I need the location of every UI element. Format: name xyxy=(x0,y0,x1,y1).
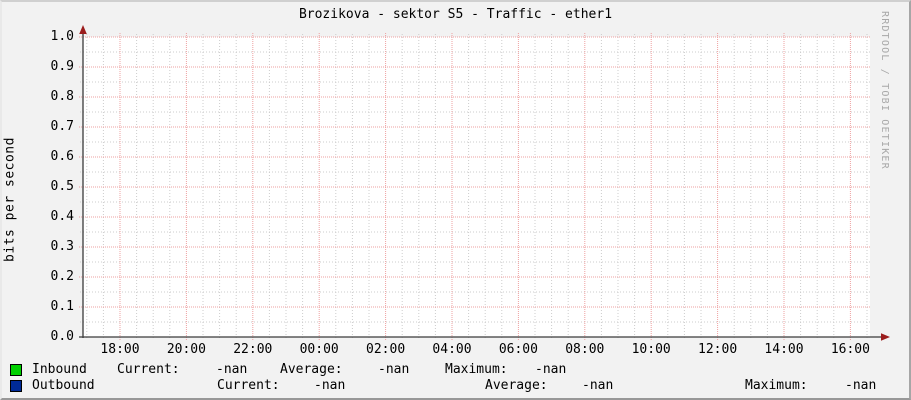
maximum-value: -nan xyxy=(845,378,877,393)
current-value: -nan xyxy=(216,362,248,377)
y-tick-label: 0.6 xyxy=(50,149,74,164)
current-label: Current: xyxy=(117,362,180,377)
y-tick-label: 0.0 xyxy=(50,329,74,344)
current-value: -nan xyxy=(314,378,346,393)
x-tick-label: 08:00 xyxy=(565,342,605,357)
y-tick-label: 0.1 xyxy=(50,299,74,314)
x-tick-label: 04:00 xyxy=(432,342,472,357)
average-value: -nan xyxy=(582,378,614,393)
x-tick-label: 10:00 xyxy=(631,342,671,357)
current-label: Current: xyxy=(217,378,280,393)
x-tick-label: 16:00 xyxy=(830,342,870,357)
y-tick-label: 1.0 xyxy=(50,29,74,44)
inbound-swatch xyxy=(10,364,22,376)
maximum-value: -nan xyxy=(535,362,567,377)
x-tick-label: 06:00 xyxy=(498,342,538,357)
outbound-swatch xyxy=(10,380,22,392)
graph-title: Brozikova - sektor S5 - Traffic - ether1 xyxy=(298,7,613,22)
average-label: Average: xyxy=(280,362,343,377)
maximum-label: Maximum: xyxy=(745,378,808,393)
x-tick-label: 20:00 xyxy=(166,342,206,357)
y-tick-label: 0.8 xyxy=(50,89,74,104)
maximum-label: Maximum: xyxy=(445,362,508,377)
legend-series-name: Inbound xyxy=(32,362,87,377)
legend-series-name: Outbound xyxy=(32,378,95,393)
average-value: -nan xyxy=(378,362,410,377)
legend-row-outbound: Outbound Current: -nan Average: -nan Max… xyxy=(2,379,909,394)
y-tick-label: 0.7 xyxy=(50,119,74,134)
average-label: Average: xyxy=(485,378,548,393)
legend-row-inbound: Inbound Current: -nan Average: -nan Maxi… xyxy=(2,363,909,378)
y-tick-label: 0.4 xyxy=(50,209,74,224)
x-tick-label: 14:00 xyxy=(764,342,804,357)
y-tick-label: 0.5 xyxy=(50,179,74,194)
x-tick-label: 02:00 xyxy=(366,342,406,357)
y-tick-label: 0.2 xyxy=(50,269,74,284)
y-tick-label: 0.9 xyxy=(50,59,74,74)
x-tick-label: 00:00 xyxy=(299,342,339,357)
x-tick-label: 22:00 xyxy=(233,342,273,357)
x-tick-label: 18:00 xyxy=(100,342,140,357)
x-tick-label: 12:00 xyxy=(698,342,738,357)
y-tick-label: 0.3 xyxy=(50,239,74,254)
